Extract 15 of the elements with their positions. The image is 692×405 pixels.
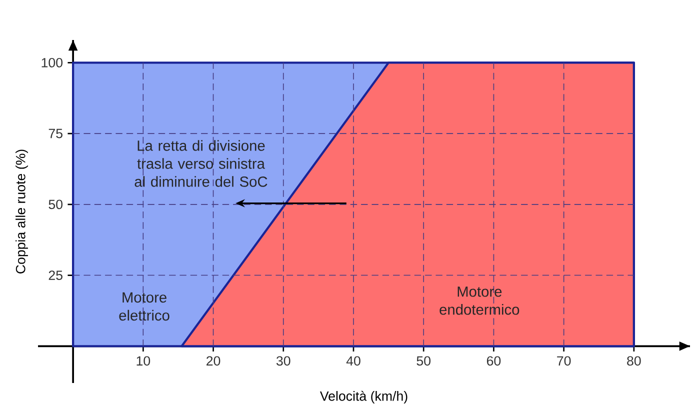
y-axis-title: Coppia alle ruote (%) (16, 150, 28, 274)
x-tick-label: 10 (136, 356, 150, 366)
x-tick-label: 20 (206, 356, 220, 366)
x-tick-label: 40 (346, 356, 360, 366)
x-tick-label: 60 (486, 356, 501, 366)
x-tick-label: 70 (557, 356, 571, 366)
y-tick-label: 25 (48, 270, 62, 280)
x-tick-label: 50 (416, 356, 430, 366)
x-tick-label: 80 (627, 356, 641, 366)
x-axis-title: Velocità (km/h) (320, 390, 408, 404)
y-tick-label: 100 (42, 58, 62, 68)
y-tick-label: 50 (48, 200, 62, 210)
x-tick-label: 30 (276, 356, 290, 366)
annotation: Motore elettrico (119, 292, 170, 321)
y-tick-label: 75 (48, 128, 62, 138)
